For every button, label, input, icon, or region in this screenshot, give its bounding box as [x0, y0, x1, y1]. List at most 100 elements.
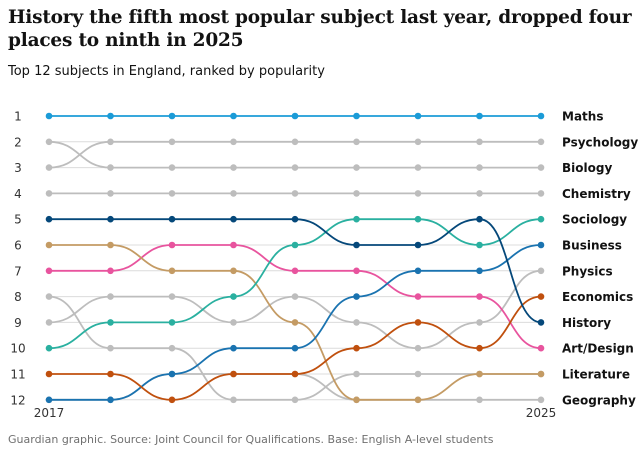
data-point — [353, 190, 360, 197]
data-point — [45, 190, 53, 197]
data-point — [230, 138, 237, 146]
data-point — [476, 138, 483, 146]
data-point — [45, 370, 53, 378]
data-point — [107, 293, 114, 300]
data-point — [291, 319, 299, 326]
data-point — [476, 370, 483, 378]
data-point — [537, 190, 545, 197]
data-point — [168, 164, 176, 171]
data-point — [291, 267, 299, 275]
data-point — [168, 344, 176, 352]
data-point — [168, 267, 176, 275]
data-point — [45, 344, 53, 352]
subject-label: Geography — [562, 393, 636, 407]
data-point — [107, 319, 114, 326]
data-point — [476, 293, 483, 300]
data-point — [230, 112, 237, 120]
data-point — [168, 293, 176, 300]
data-point — [107, 241, 114, 249]
subject-label: Business — [562, 239, 622, 253]
data-point — [291, 370, 299, 378]
series-line — [48, 140, 541, 169]
data-point — [476, 344, 483, 352]
data-point — [168, 241, 176, 249]
data-point — [107, 215, 114, 223]
rank-tick-label: 2 — [14, 135, 22, 149]
rank-tick-label: 10 — [10, 342, 25, 356]
subject-label: Chemistry — [562, 187, 631, 201]
data-point — [45, 215, 53, 223]
data-point — [168, 370, 176, 378]
data-point — [537, 370, 545, 378]
series-line — [48, 218, 542, 350]
data-point — [353, 241, 360, 249]
subject-label: Biology — [562, 161, 612, 175]
data-point — [230, 319, 237, 326]
data-point — [107, 344, 114, 352]
data-point — [353, 164, 360, 171]
data-point — [414, 396, 422, 404]
data-point — [107, 190, 114, 197]
data-point — [353, 215, 360, 223]
series-line — [48, 269, 542, 350]
series-line — [48, 295, 542, 401]
source-footer: Guardian graphic. Source: Joint Council … — [8, 433, 494, 446]
subject-label: Art/Design — [562, 342, 634, 356]
data-point — [353, 344, 360, 352]
data-point — [537, 319, 545, 326]
data-point — [230, 370, 237, 378]
data-point — [168, 138, 176, 146]
data-point — [476, 319, 483, 326]
data-point — [353, 112, 360, 120]
data-point — [537, 241, 545, 249]
subject-label: Economics — [562, 290, 633, 304]
data-point — [414, 293, 422, 300]
data-point — [230, 241, 237, 249]
x-tick-label: 2017 — [34, 406, 65, 420]
series-line — [49, 373, 541, 401]
data-point — [537, 267, 545, 275]
data-point — [107, 112, 114, 120]
data-point — [107, 138, 114, 146]
rank-tick-label: 4 — [14, 187, 22, 201]
data-point — [537, 138, 545, 146]
data-point — [353, 370, 360, 378]
rank-tick-label: 1 — [14, 110, 22, 124]
subject-label: Physics — [562, 264, 613, 278]
data-point — [476, 396, 483, 404]
rank-tick-label: 9 — [14, 316, 22, 330]
subject-label: Maths — [562, 110, 603, 124]
rank-tick-label: 7 — [14, 264, 22, 278]
data-point — [291, 112, 299, 120]
data-point — [476, 241, 483, 249]
data-point — [476, 267, 483, 275]
data-point — [291, 344, 299, 352]
data-point — [168, 396, 176, 404]
subject-label: Literature — [562, 368, 630, 382]
data-point — [107, 164, 114, 171]
data-point — [168, 319, 176, 326]
data-point — [230, 396, 237, 404]
series-line — [49, 244, 542, 401]
subject-label: Sociology — [562, 213, 627, 227]
rank-tick-label: 6 — [14, 239, 22, 253]
data-point — [353, 396, 360, 404]
subject-label: Psychology — [562, 135, 638, 149]
data-point — [414, 370, 422, 378]
data-point — [537, 344, 545, 352]
data-point — [353, 293, 360, 300]
data-point — [45, 241, 53, 249]
x-tick-label: 2025 — [526, 406, 557, 420]
data-point — [414, 138, 422, 146]
data-point — [45, 293, 53, 300]
data-point — [45, 319, 53, 326]
data-point — [230, 215, 237, 223]
data-point — [353, 267, 360, 275]
data-point — [291, 215, 299, 223]
subject-label: History — [562, 316, 611, 330]
data-point — [230, 164, 237, 171]
data-point — [414, 190, 422, 197]
data-point — [230, 293, 237, 300]
data-point — [353, 319, 360, 326]
data-point — [45, 138, 53, 146]
